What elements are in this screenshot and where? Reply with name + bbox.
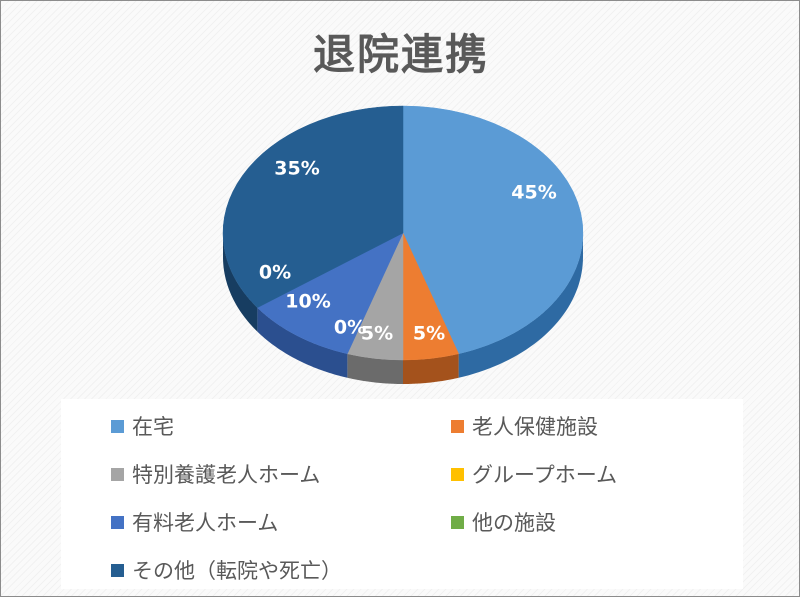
legend-item-3: グループホーム [451, 459, 617, 489]
data-label-5: 0% [334, 317, 366, 339]
legend-item-5: 他の施設 [451, 507, 556, 537]
chart-title: 退院連携 [312, 30, 489, 79]
pie-slice-0 [402, 105, 584, 355]
pie-side-6 [223, 233, 258, 332]
pie-chart: 45%5%5%0%10%0%35% [222, 105, 584, 384]
legend-label-2: 特別養護老人ホーム [132, 463, 321, 487]
data-label-0: 45% [511, 182, 556, 204]
pie-slice-4 [256, 232, 404, 355]
legend-item-4: 有料老人ホーム [111, 507, 278, 537]
data-label-3: 0% [259, 262, 291, 284]
legend-item-2: 特別養護老人ホーム [111, 459, 320, 489]
legend-label-5: 他の施設 [472, 511, 556, 535]
legend-label-0: 在宅 [132, 415, 174, 439]
legend-label-4: 有料老人ホーム [132, 511, 279, 535]
legend-swatch-2 [111, 467, 124, 481]
legend-label-1: 老人保健施設 [472, 415, 598, 439]
data-label-4: 10% [285, 291, 330, 313]
legend-item-0: 在宅 [111, 411, 174, 441]
pie-side-4 [257, 307, 348, 378]
legend-item-6: その他（転院や死亡） [111, 555, 342, 585]
pie-side-2 [347, 353, 403, 384]
pie-side-1 [403, 353, 459, 384]
legend-swatch-1 [451, 419, 464, 433]
legend-swatch-6 [111, 563, 124, 577]
pie-slice-6 [222, 105, 404, 308]
legend-label-3: グループホーム [472, 463, 618, 487]
legend-swatch-3 [451, 467, 464, 481]
pie-side-0 [458, 233, 583, 378]
legend-label-6: その他（転院や死亡） [132, 559, 342, 583]
legend-swatch-4 [111, 515, 124, 529]
data-label-6: 35% [274, 158, 319, 180]
legend-swatch-0 [111, 419, 124, 433]
legend-swatch-5 [451, 515, 464, 529]
chart-legend: 在宅 老人保健施設特別養護老人ホーム グループホーム有料老人ホーム 他の施設その他（転… [61, 399, 743, 589]
data-label-1: 5% [413, 323, 445, 345]
data-label-2: 5% [361, 323, 393, 345]
legend-item-1: 老人保健施設 [451, 411, 598, 441]
